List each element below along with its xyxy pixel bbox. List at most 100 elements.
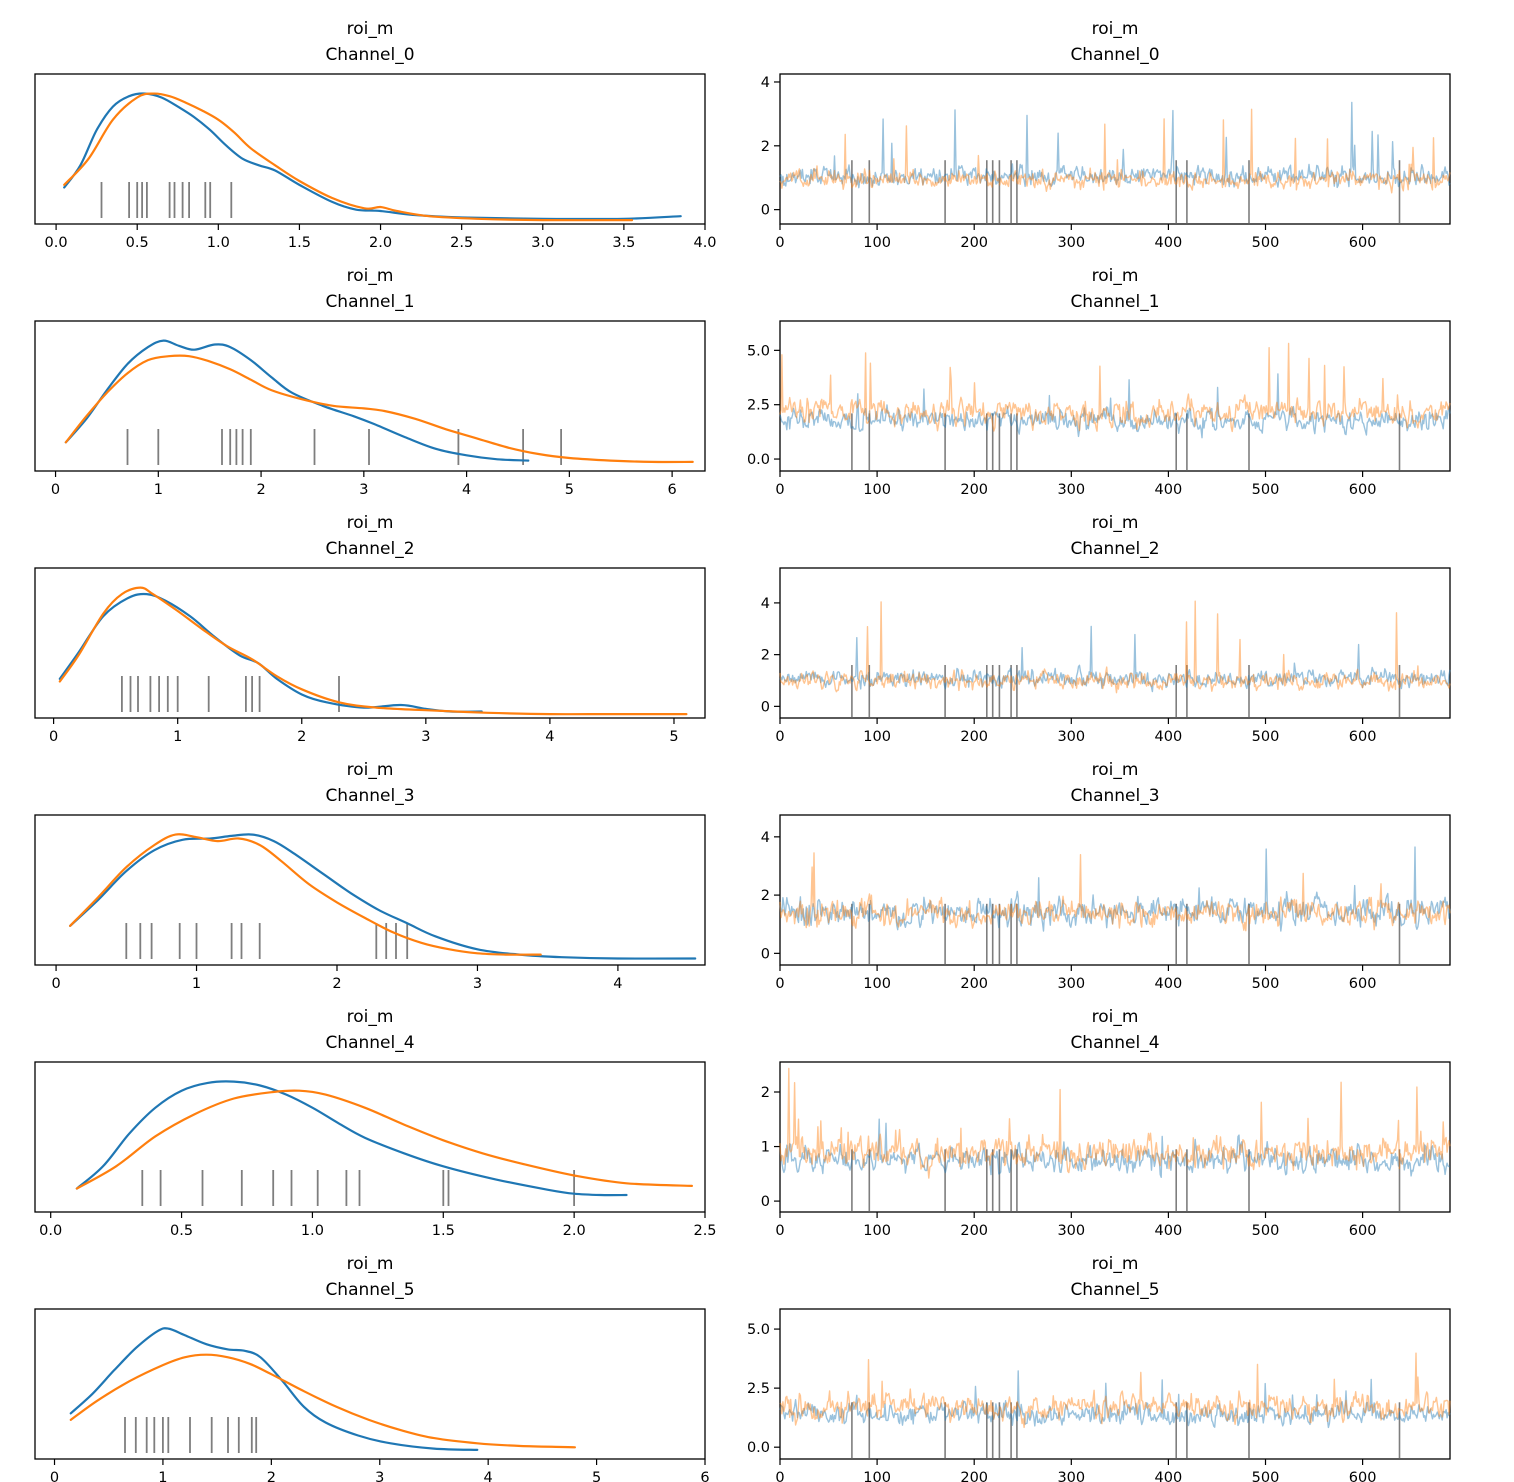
x-tick-label: 3 — [473, 976, 482, 992]
blue-kde-curve — [69, 833, 697, 960]
kde-panel-channel_0: roi_m Channel_0 0.0 0.5 1.0 1.5 2.0 2.5 3.0 3.5 4.… — [34, 19, 717, 251]
x-tick-label: 400 — [1155, 482, 1183, 498]
orange-kde-curve — [69, 1353, 576, 1449]
x-tick-label: 300 — [1057, 235, 1085, 251]
x-tick-label: 600 — [1349, 1470, 1377, 1482]
y-tick-label: 2.5 — [747, 1381, 770, 1397]
x-tick-label: 1.5 — [432, 1223, 455, 1239]
x-tick-label: 0 — [775, 1223, 784, 1239]
x-tick-label: 300 — [1057, 976, 1085, 992]
kde-panel-channel_4: roi_m Channel_4 0.0 0.5 1.0 1.5 2.0 2.5 — [34, 1007, 717, 1239]
x-tick-label: 200 — [960, 1223, 988, 1239]
x-tick-label: 2 — [332, 976, 341, 992]
y-tick-label: 2 — [761, 139, 770, 155]
orange-kde-curve — [69, 833, 542, 956]
x-tick-label: 500 — [1252, 729, 1280, 745]
plot-title-line2: Channel_2 — [325, 539, 414, 559]
kde-panel-channel_2: roi_m Channel_2 0 1 2 3 4 5 — [34, 513, 706, 745]
x-tick-label: 500 — [1252, 976, 1280, 992]
orange-trace-line — [779, 1067, 1451, 1179]
plot-title-line2: Channel_4 — [325, 1033, 414, 1053]
y-tick-label: 2 — [761, 888, 770, 904]
x-tick-label: 300 — [1057, 482, 1085, 498]
x-tick-label: 0 — [51, 482, 60, 498]
blue-trace-line — [779, 101, 1451, 189]
y-tick-label: 4 — [761, 596, 770, 612]
kde-panel-channel_1: roi_m Channel_1 0 1 2 3 4 5 6 — [34, 266, 706, 498]
orange-trace-line — [779, 852, 1451, 932]
x-tick-label: 0 — [775, 1470, 784, 1482]
trace-panel-channel_1: roi_m Channel_1 0 100 200 300 400 500 600 0.0 2.5 5… — [747, 266, 1451, 498]
x-tick-label: 100 — [863, 976, 891, 992]
plot-title-line2: Channel_1 — [325, 292, 414, 312]
x-tick-label: 1 — [192, 976, 201, 992]
x-tick-label: 2 — [256, 482, 265, 498]
plot-title-line1: roi_m — [347, 266, 394, 286]
y-tick-label: 0.0 — [747, 1440, 770, 1456]
blue-trace-line — [779, 625, 1451, 693]
x-tick-label: 2 — [267, 1470, 276, 1482]
blue-trace-line — [780, 1118, 1450, 1179]
y-tick-label: 0.0 — [747, 452, 770, 468]
x-tick-label: 4 — [462, 482, 471, 498]
x-tick-label: 3.5 — [612, 235, 635, 251]
kde-panel-channel_3: roi_m Channel_3 0 1 2 3 4 — [34, 760, 706, 992]
x-tick-label: 2.5 — [450, 235, 473, 251]
y-tick-label: 0 — [761, 946, 770, 962]
x-tick-label: 6 — [700, 1470, 709, 1482]
plot-title-line1: roi_m — [1092, 266, 1139, 286]
y-tick-label: 0 — [761, 1194, 770, 1210]
blue-kde-curve — [75, 1080, 628, 1197]
x-tick-label: 0 — [49, 729, 58, 745]
plot-title-line2: Channel_2 — [1070, 539, 1159, 559]
x-tick-label: 100 — [863, 1223, 891, 1239]
plot-title-line1: roi_m — [1092, 513, 1139, 533]
plot-title-line1: roi_m — [1092, 1254, 1139, 1274]
axes-frame — [779, 567, 1451, 719]
x-tick-label: 4.0 — [693, 235, 716, 251]
x-tick-label: 5 — [669, 729, 678, 745]
x-tick-label: 600 — [1349, 1223, 1377, 1239]
axes-frame — [34, 567, 706, 719]
trace-panel-channel_2: roi_m Channel_2 0 100 200 300 400 500 600 0 2 4 — [761, 513, 1451, 745]
x-tick-label: 600 — [1349, 729, 1377, 745]
blue-kde-curve — [63, 92, 682, 221]
x-tick-label: 0 — [775, 235, 784, 251]
axes-frame — [779, 1308, 1451, 1460]
plot-title-line2: Channel_3 — [1070, 786, 1159, 806]
blue-kde-curve — [69, 1327, 479, 1451]
x-tick-label: 1 — [173, 729, 182, 745]
y-tick-label: 0 — [761, 203, 770, 219]
plot-title-line2: Channel_5 — [325, 1280, 414, 1300]
x-tick-label: 1 — [154, 482, 163, 498]
y-tick-label: 4 — [761, 75, 770, 91]
x-tick-label: 2.0 — [369, 235, 392, 251]
blue-kde-curve — [64, 339, 530, 462]
x-tick-label: 2.5 — [693, 1223, 716, 1239]
blue-kde-curve — [58, 592, 483, 713]
x-tick-label: 100 — [863, 235, 891, 251]
x-tick-label: 200 — [960, 482, 988, 498]
x-tick-label: 3 — [375, 1470, 384, 1482]
x-tick-label: 0 — [775, 482, 784, 498]
x-tick-label: 3 — [359, 482, 368, 498]
plot-title-line2: Channel_4 — [1070, 1033, 1159, 1053]
x-tick-label: 5 — [565, 482, 574, 498]
x-tick-label: 500 — [1252, 1223, 1280, 1239]
x-tick-label: 300 — [1057, 1223, 1085, 1239]
orange-trace-line — [779, 108, 1451, 194]
x-tick-label: 200 — [960, 235, 988, 251]
x-tick-label: 400 — [1155, 976, 1183, 992]
plot-title-line1: roi_m — [1092, 19, 1139, 39]
x-tick-label: 200 — [960, 1470, 988, 1482]
blue-trace-line — [779, 1370, 1451, 1429]
x-tick-label: 100 — [863, 482, 891, 498]
y-tick-label: 2.5 — [747, 398, 770, 414]
x-tick-label: 1.5 — [288, 235, 311, 251]
x-tick-label: 2.0 — [563, 1223, 586, 1239]
x-tick-label: 3 — [421, 729, 430, 745]
axes-frame — [34, 1308, 706, 1460]
x-tick-label: 600 — [1349, 235, 1377, 251]
blue-trace-line — [779, 846, 1451, 932]
